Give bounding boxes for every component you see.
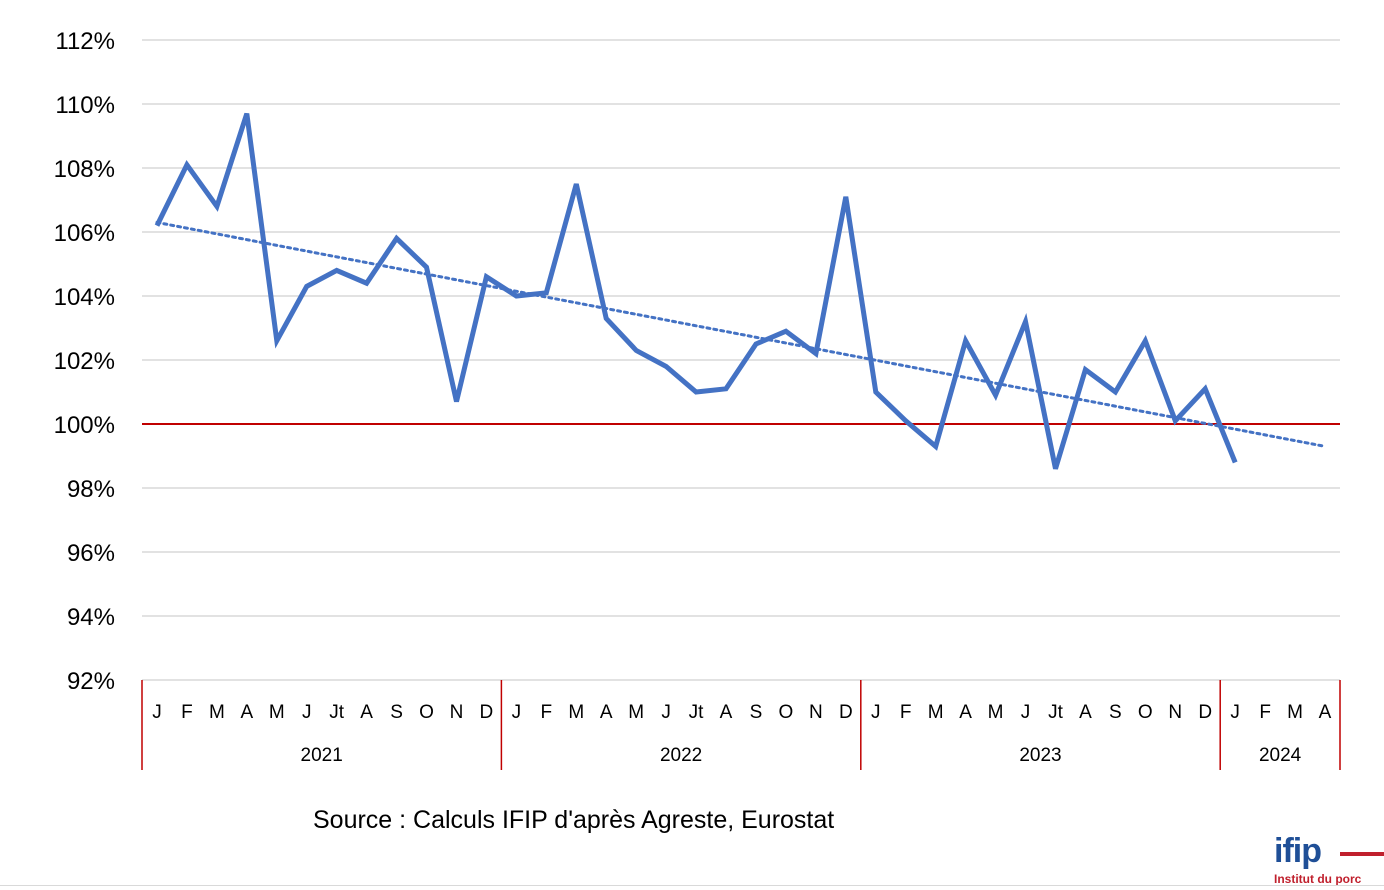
x-month-label: A [360,702,373,723]
source-note: Source : Calculs IFIP d'après Agreste, E… [313,806,835,834]
x-month-label: A [1079,702,1092,723]
y-tick-label: 112% [55,28,115,55]
line-chart: 92% 94% 96% 98% 100% 102% 104% 106% 108% 110% 112%… [54,28,1341,770]
y-tick-label: 92% [67,668,115,695]
x-axis: J F M A M J Jt A S O N D J F M A M J Jt A S O N D J F M A M J Jt A S O N D J… [141,680,1341,770]
x-month-label: O [1138,702,1153,723]
series-line [154,112,1238,470]
x-month-label: A [1319,702,1332,723]
x-month-label: S [1109,702,1122,723]
y-tick-label: 96% [67,540,115,567]
x-month-label: F [541,702,553,723]
y-tick-label: 104% [54,284,115,311]
logo-accent-bar [1340,852,1384,856]
x-month-label: O [779,702,794,723]
gridlines [142,39,1340,681]
x-month-label: F [1259,702,1271,723]
y-tick-label: 98% [67,476,115,503]
x-month-label: D [1198,702,1212,723]
y-tick-label: 108% [54,156,115,183]
trendline [155,220,1327,448]
x-year-label: 2023 [1019,745,1061,766]
y-tick-label: 100% [54,412,115,439]
x-month-label: M [568,702,584,723]
x-month-label: D [839,702,853,723]
trendline-layer [155,220,1327,448]
x-month-label: O [419,702,434,723]
x-month-label: M [928,702,944,723]
series-layer [154,112,1238,470]
y-tick-label: 106% [54,220,115,247]
x-year-label: 2024 [1259,745,1302,766]
x-month-label: M [269,702,285,723]
x-month-label: J [512,702,522,723]
ifip-logo: ifip Institut du porc [1272,832,1384,890]
x-month-label: M [1287,702,1303,723]
x-year-label: 2022 [660,745,702,766]
x-month-label: J [1230,702,1240,723]
x-month-label: A [959,702,972,723]
y-axis-ticks: 92% 94% 96% 98% 100% 102% 104% 106% 108% 110% 112% [54,28,115,695]
logo-tagline: Institut du porc [1274,872,1362,886]
x-month-label: A [720,702,733,723]
x-month-label: Jt [689,702,705,723]
x-month-label: Jt [329,702,345,723]
x-month-label: J [302,702,312,723]
bottom-divider [0,885,1384,886]
x-year-label: 2021 [301,745,343,766]
logo-word: ifip [1274,832,1322,870]
x-month-label: Jt [1048,702,1064,723]
x-month-label: A [600,702,613,723]
x-month-label: M [628,702,644,723]
x-month-label: M [988,702,1004,723]
x-month-label: A [240,702,253,723]
x-month-label: N [1168,702,1182,723]
y-tick-label: 102% [54,348,115,375]
x-month-label: S [390,702,403,723]
x-month-label: D [480,702,494,723]
x-month-label: J [871,702,881,723]
x-month-label: F [900,702,912,723]
y-tick-label: 94% [67,604,115,631]
x-month-label: J [152,702,162,723]
x-month-label: J [661,702,671,723]
x-month-label: S [750,702,763,723]
y-tick-label: 110% [55,92,115,119]
x-month-label: J [1021,702,1031,723]
x-month-label: N [450,702,464,723]
x-month-label: M [209,702,225,723]
x-month-label: F [181,702,193,723]
x-month-label: N [809,702,823,723]
